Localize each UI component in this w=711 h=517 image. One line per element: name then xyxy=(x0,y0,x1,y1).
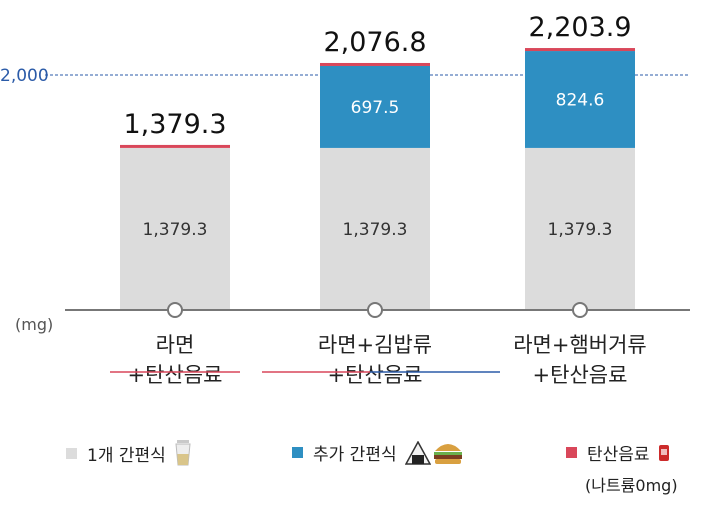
bar-value-label-0-2: 1,379.3 xyxy=(548,220,613,240)
x-axis-marker-2 xyxy=(572,302,588,318)
chart-svg: 2,000 1,379.3 1,379.3 1,379.3 697.5 2,076.8 1,… xyxy=(0,12,690,387)
bar-segment-soda-2 xyxy=(525,48,635,52)
bar-value-label-1-1: 697.5 xyxy=(351,98,400,118)
soda-can-icon xyxy=(658,444,669,461)
bar-segment-soda-1 xyxy=(320,62,430,66)
x-axis-marker-0 xyxy=(167,302,183,318)
legend-swatch-soda xyxy=(566,447,577,458)
bar-value-label-0-1: 1,379.3 xyxy=(343,220,408,240)
y-axis-unit-label: (mg) xyxy=(15,315,53,334)
x-axis-marker-1 xyxy=(367,302,383,318)
reference-line-label: 2,000 xyxy=(0,66,49,86)
legend-swatch-base-meal xyxy=(66,447,77,459)
bar-segment-1-2 xyxy=(525,51,635,148)
category-label-2-0: 라면+햄버거류 xyxy=(513,333,647,357)
legend-note-sodium: (나트륨0mg) xyxy=(585,476,678,495)
bar-total-label-2: 2,203.9 xyxy=(528,12,631,43)
hamburger-icon xyxy=(433,443,462,464)
legend-label-base-meal: 1개 간편식 xyxy=(87,445,166,466)
rice-ball-icon xyxy=(404,440,431,465)
category-label-0-1: +탄산음료 xyxy=(128,363,223,387)
bar-segment-0-2 xyxy=(525,147,635,310)
legend: 1개 간편식 추가 간편식 탄산음료 (나트륨0mg) xyxy=(0,428,711,508)
category-label-1-0: 라면+김밥류 xyxy=(318,333,432,357)
bar-value-label-0-0: 1,379.3 xyxy=(143,220,208,240)
bar-total-label-1: 2,076.8 xyxy=(323,27,426,58)
legend-item-base-meal: 1개 간편식 xyxy=(66,440,192,466)
legend-swatch-extra-meal xyxy=(292,447,303,458)
legend-item-extra-meal: 추가 간편식 xyxy=(292,440,463,465)
category-label-2-1: +탄산음료 xyxy=(533,363,628,387)
legend-label-soda: 탄산음료 xyxy=(587,445,650,465)
drink-cup-icon xyxy=(175,440,191,466)
bar-segment-0-0 xyxy=(120,147,230,310)
bar-value-label-1-2: 824.6 xyxy=(556,90,605,110)
category-label-0-0: 라면 xyxy=(156,333,195,357)
legend-item-soda: 탄산음료 xyxy=(566,440,670,465)
bar-segment-1-1 xyxy=(320,65,430,148)
bar-total-label-0: 1,379.3 xyxy=(123,109,226,140)
legend-label-extra-meal: 추가 간편식 xyxy=(313,445,397,465)
bar-segment-soda-0 xyxy=(120,144,230,148)
bar-segment-0-1 xyxy=(320,147,430,310)
category-label-1-1: +탄산음료 xyxy=(328,363,423,387)
